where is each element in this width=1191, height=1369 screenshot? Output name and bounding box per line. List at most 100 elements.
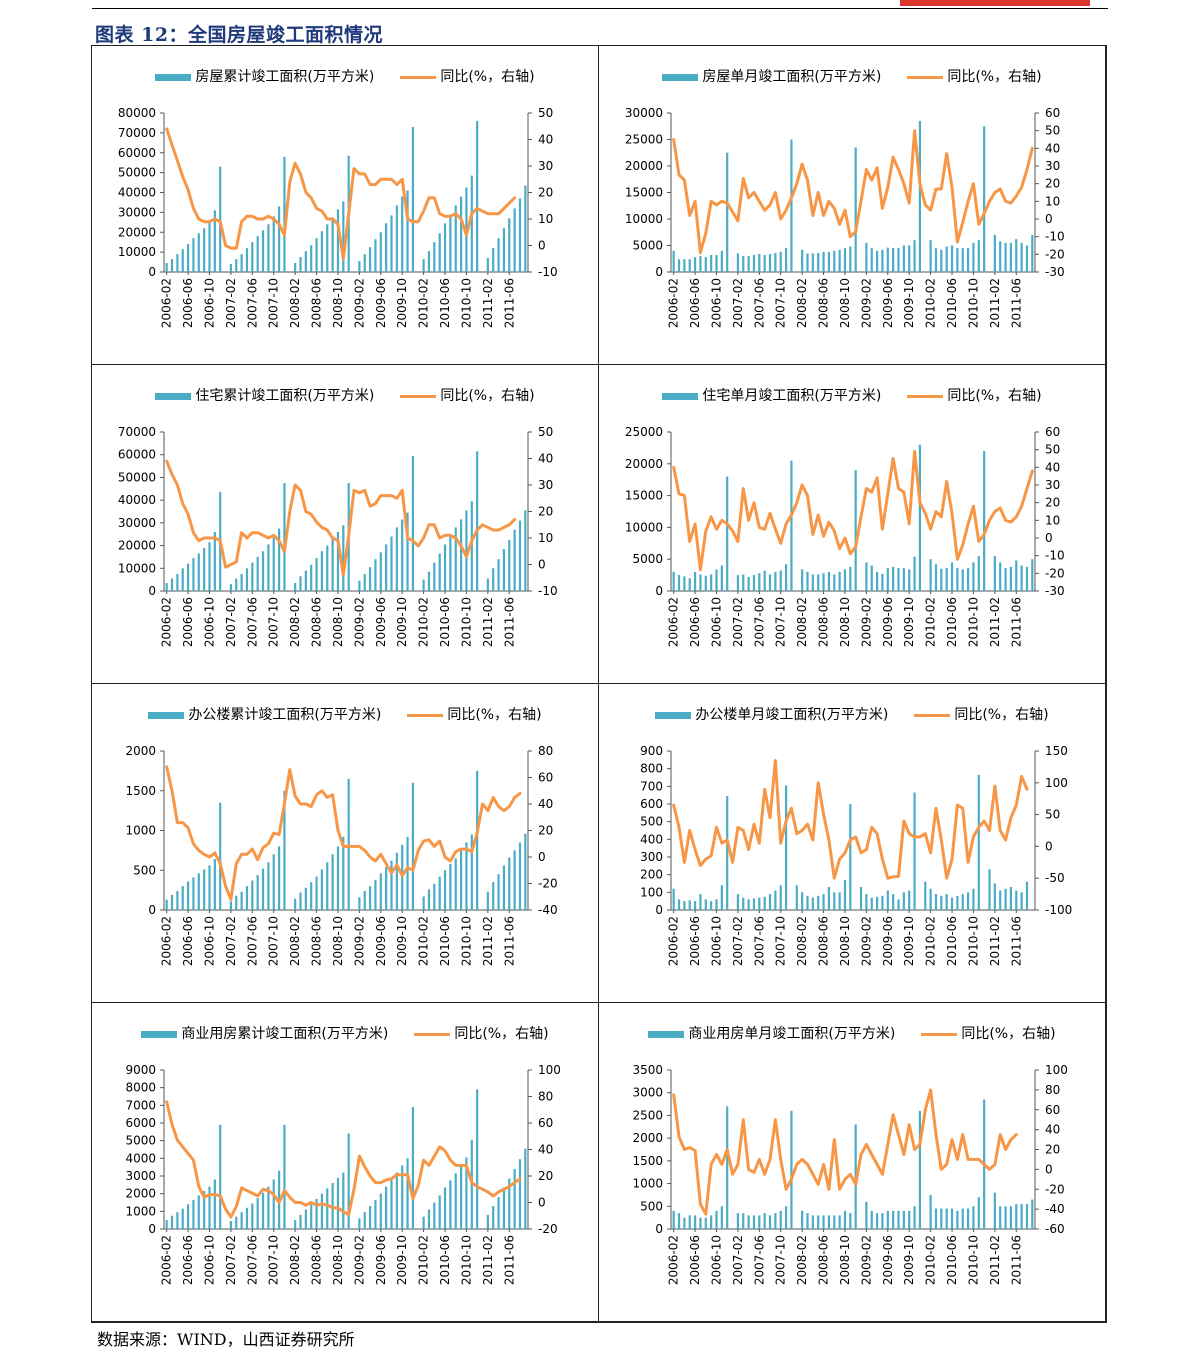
left-axis-tick-label: 3500 <box>632 1063 663 1077</box>
chart-svg: 0100020003000400050006000700080009000-20… <box>125 1063 560 1285</box>
x-axis-tick-label: 2007-06 <box>245 916 259 966</box>
bar <box>693 571 697 591</box>
bar <box>999 890 1002 910</box>
bar <box>492 248 495 272</box>
bar <box>170 1215 174 1229</box>
x-axis-tick-label: 2007-06 <box>245 278 259 328</box>
bar <box>693 1215 697 1229</box>
right-axis-tick-label: 0 <box>538 850 546 864</box>
x-axis-tick-label: 2008-06 <box>817 1235 831 1285</box>
left-axis-tick-label: 70000 <box>118 126 156 140</box>
bar <box>934 564 938 591</box>
left-axis-tick-label: 30000 <box>118 205 156 219</box>
bar <box>897 899 900 910</box>
bar <box>518 1159 522 1229</box>
right-axis-tick-label: 60 <box>538 1116 553 1130</box>
bar <box>454 205 457 272</box>
legend-line-label: 同比(%，右轴) <box>454 1026 549 1042</box>
bar <box>379 232 382 272</box>
bar <box>310 564 313 591</box>
bar <box>197 1195 200 1229</box>
right-axis-tick-label: 100 <box>1045 776 1068 790</box>
bar <box>438 553 441 591</box>
bar <box>497 1197 500 1229</box>
bar <box>758 253 761 272</box>
bar <box>1015 239 1018 272</box>
x-axis-tick-label: 2006-10 <box>203 916 217 966</box>
x-axis-tick-label: 2010-06 <box>438 1235 452 1285</box>
yoy-line <box>165 459 517 577</box>
bar <box>1031 1199 1034 1229</box>
bar <box>267 224 270 272</box>
bar <box>261 230 265 272</box>
left-axis-tick-label: 10000 <box>625 212 663 226</box>
bar <box>833 1215 836 1229</box>
bar <box>897 248 900 272</box>
x-axis-tick-label: 2006-06 <box>181 916 195 966</box>
bar <box>492 882 495 910</box>
bar <box>875 896 879 910</box>
bar <box>1004 888 1007 910</box>
right-axis-tick-label: 60 <box>1045 425 1060 439</box>
bar <box>945 246 948 272</box>
bar <box>774 890 777 910</box>
bar <box>422 1216 425 1229</box>
left-axis-tick-label: 2000 <box>632 1131 663 1145</box>
bar <box>1031 234 1034 272</box>
bar <box>331 217 334 272</box>
x-axis-tick-label: 2008-10 <box>838 278 852 328</box>
bar <box>326 1188 329 1229</box>
bar <box>993 234 996 272</box>
bar <box>208 865 211 910</box>
x-axis-tick-label: 2009-02 <box>352 1235 366 1285</box>
bar <box>406 512 409 591</box>
bar <box>875 571 879 591</box>
bar <box>849 804 852 910</box>
bar <box>1020 892 1023 910</box>
x-axis-tick-label: 2010-06 <box>438 597 452 647</box>
left-axis-tick-label: 1000 <box>125 1204 156 1218</box>
bar <box>245 248 249 272</box>
x-axis-tick-label: 2010-02 <box>924 916 938 966</box>
right-axis-tick-label: 30 <box>538 478 553 492</box>
bar <box>443 1187 447 1229</box>
bar <box>411 782 415 910</box>
bar <box>742 1213 745 1229</box>
bar <box>950 245 954 272</box>
bar <box>502 865 506 910</box>
bar <box>320 1193 324 1229</box>
bar <box>454 527 457 591</box>
bar <box>385 867 388 910</box>
bar <box>961 569 964 591</box>
bar <box>342 836 345 910</box>
x-axis-tick-label: 2009-10 <box>395 597 409 647</box>
x-axis-tick-label: 2006-06 <box>688 278 702 328</box>
bar <box>358 1218 361 1229</box>
bar <box>822 1215 825 1229</box>
bar <box>801 892 804 910</box>
bar <box>272 854 275 910</box>
source-note: 数据来源：WIND，山西证券研究所 <box>97 1330 355 1349</box>
bar <box>854 470 857 591</box>
chart-svg: 0 500 1000 1500 2000 -40 -20 0 20 40 60 80 2006-02 20… <box>125 744 557 966</box>
bar <box>838 892 841 910</box>
chart-panel-5: 办公楼单月竣工面积(万平方米) 同比(%，右轴) 0 100 200 300 400 500 6… <box>599 684 1106 1003</box>
right-axis-tick-label: 40 <box>1045 141 1060 155</box>
left-axis-tick-label: 40000 <box>118 493 156 507</box>
bar <box>999 562 1002 591</box>
bar <box>790 1110 793 1229</box>
bar <box>465 1157 468 1229</box>
bar <box>326 545 329 591</box>
bar <box>272 1179 275 1229</box>
left-axis-tick-label: 20000 <box>625 457 663 471</box>
right-axis-tick-label: 50 <box>1045 124 1060 138</box>
x-axis-tick-label: 2008-06 <box>310 278 324 328</box>
bar <box>395 205 398 272</box>
bar <box>913 792 916 910</box>
x-axis-tick-label: 2011-02 <box>988 1235 1002 1285</box>
x-axis-tick-label: 2006-06 <box>688 597 702 647</box>
bar <box>251 1203 254 1229</box>
bar <box>438 876 441 910</box>
bar <box>181 1208 184 1229</box>
bar <box>822 894 825 910</box>
